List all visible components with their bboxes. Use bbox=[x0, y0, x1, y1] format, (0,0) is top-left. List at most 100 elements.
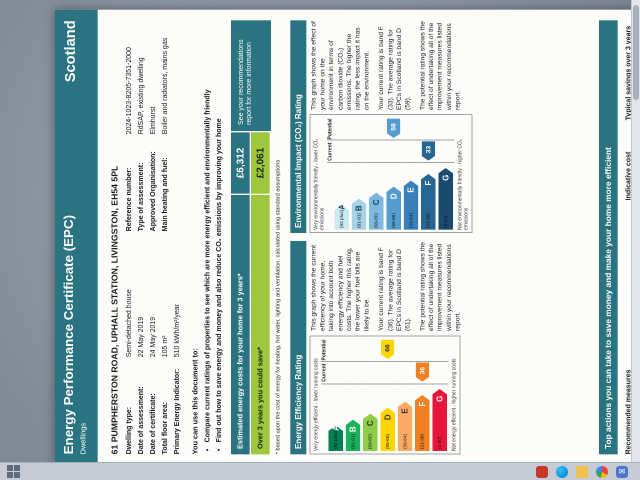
page-subtitle: Dwellings bbox=[79, 422, 88, 455]
band-letter: A bbox=[337, 204, 347, 210]
eir-band-a: (92 plus) A bbox=[333, 117, 351, 230]
band-letter: G bbox=[441, 174, 451, 181]
eer-paragraph: Your current rating is band F (36). The … bbox=[377, 247, 412, 331]
savings-row: Over 3 years you could save* £2,061 bbox=[251, 132, 272, 455]
band-letter: F bbox=[423, 180, 434, 186]
band-letter: C bbox=[365, 420, 376, 427]
energy-efficiency-section: Energy Efficiency Rating Very energy eff… bbox=[290, 241, 590, 455]
band-letter: B bbox=[348, 426, 358, 433]
environmental-impact-text: This graph shows the effect of your home… bbox=[310, 20, 590, 110]
detail-row: Total floor area: 105 m² bbox=[161, 243, 169, 454]
detail-row: Date of certificate: 24 May 2019 bbox=[149, 243, 158, 455]
detail-value: 24 May 2019 bbox=[149, 316, 158, 358]
detail-value: Boiler and radiators, mains gas bbox=[161, 37, 170, 135]
band-letter: B bbox=[354, 205, 364, 212]
estimated-costs-label: Estimated energy costs for your home for… bbox=[231, 193, 252, 455]
details-left: Dwelling type: Semi-detached house Date o… bbox=[125, 243, 185, 454]
usage-bullets: Compare current ratings of properties to… bbox=[204, 20, 223, 443]
detail-value: Elmhurst bbox=[149, 106, 158, 135]
eer-band-c: (69-80) C bbox=[361, 338, 380, 451]
eer-current-value: 36 bbox=[418, 366, 427, 375]
eer-band-d: (55-68) D 66 bbox=[379, 338, 397, 451]
eer-band-b: (81-91) B bbox=[344, 338, 362, 451]
eir-potential-marker: 58 bbox=[387, 119, 400, 138]
band-range: (21-38) bbox=[420, 433, 425, 449]
recommendations-note: See your recommendations report for more… bbox=[231, 20, 272, 133]
eer-top-caption: Very energy efficient - lower running co… bbox=[313, 358, 320, 451]
mail-icon[interactable]: ✉ bbox=[616, 465, 628, 478]
chrome-browser-icon[interactable] bbox=[596, 465, 608, 478]
eir-current-value: 33 bbox=[424, 145, 433, 154]
band-range: (92 plus) bbox=[339, 209, 345, 228]
energy-efficiency-text: This graph shows the current efficiency … bbox=[310, 241, 590, 331]
start-icon[interactable] bbox=[7, 465, 20, 478]
band-letter: C bbox=[371, 199, 382, 206]
band-range: (21-38) bbox=[426, 212, 431, 228]
eir-paragraph: The potential rating shows the effect of… bbox=[419, 21, 462, 110]
eir-band-b: (81-91) B bbox=[350, 117, 368, 230]
property-details: Dwelling type: Semi-detached house Date o… bbox=[125, 20, 185, 455]
usage-intro: You can use this document to: bbox=[191, 348, 200, 455]
edge-browser-icon[interactable] bbox=[556, 465, 568, 478]
band-range: (69-80) bbox=[374, 212, 379, 228]
region-label: Scotland bbox=[61, 20, 79, 83]
band-range: (1-20) bbox=[437, 436, 443, 449]
rating-charts: Energy Efficiency Rating Very energy eff… bbox=[290, 20, 590, 455]
eir-band-f: (21-38) F 33 bbox=[419, 117, 438, 230]
property-address: 61 PUMPHERSTON ROAD, UPHALL STATION, LIV… bbox=[109, 165, 120, 455]
eer-band-e: (39-54) E bbox=[396, 338, 414, 451]
eer-paragraph: This graph shows the current efficiency … bbox=[310, 245, 371, 331]
detail-label: Approved Organisation: bbox=[149, 151, 158, 232]
band-range: (55-68) bbox=[385, 433, 391, 449]
detail-row: Approved Organisation: Elmhurst bbox=[149, 20, 158, 232]
band-letter: D bbox=[389, 193, 399, 200]
detail-label: Dwelling type: bbox=[125, 406, 134, 455]
eir-potential-value: 58 bbox=[390, 123, 398, 131]
environmental-impact-section: Environmental Impact (CO₂) Rating Very e… bbox=[290, 20, 590, 234]
detail-label: Type of assessment: bbox=[137, 162, 146, 232]
red-app-icon[interactable] bbox=[536, 465, 548, 478]
taskbar: ✉ bbox=[0, 462, 640, 480]
band-range: (39-54) bbox=[408, 212, 414, 228]
detail-row: Reference number: 2024-1023-8205-7351-200… bbox=[125, 20, 133, 231]
eir-paragraph: This graph shows the effect of your home… bbox=[310, 21, 371, 110]
page-title: Energy Performance Certificate (EPC) bbox=[61, 214, 77, 455]
detail-row: Dwelling type: Semi-detached house bbox=[125, 243, 133, 454]
band-range: (69-80) bbox=[368, 433, 373, 449]
detail-row: Main heating and fuel: Boiler and radiato… bbox=[161, 20, 170, 232]
band-letter: D bbox=[383, 414, 393, 421]
detail-value: 510 kWh/m²/year bbox=[173, 303, 182, 358]
details-right: Reference number: 2024-1023-8205-7351-200… bbox=[125, 20, 185, 232]
detail-row: Type of assessment: RdSAP, existing dwell… bbox=[137, 20, 145, 231]
detail-row: Date of assessment: 22 May 2019 bbox=[137, 243, 145, 455]
band-letter: G bbox=[435, 395, 445, 402]
scrollbar-thumb[interactable] bbox=[633, 5, 639, 100]
eer-band-f: (21-38) F 36 bbox=[413, 338, 432, 451]
eer-bottom-caption: Not energy efficient - higher running co… bbox=[451, 358, 458, 451]
estimated-costs-row: Estimated energy costs for your home for… bbox=[231, 132, 252, 455]
detail-value: 105 m² bbox=[161, 335, 170, 358]
epc-header: Energy Performance Certificate (EPC) Dwe… bbox=[55, 9, 98, 466]
folder-icon[interactable] bbox=[576, 465, 588, 478]
band-range: (55-68) bbox=[391, 212, 397, 228]
detail-label: Reference number: bbox=[125, 167, 134, 232]
eer-band-g: (1-20) G bbox=[431, 338, 449, 451]
detail-value: 2024-1023-8205-7351-2000 bbox=[125, 47, 134, 135]
detail-label: Main heating and fuel: bbox=[161, 157, 170, 232]
eir-current-marker: 33 bbox=[422, 141, 435, 160]
usage-bullet: Compare current ratings of properties to… bbox=[204, 20, 212, 443]
environmental-impact-chart: Very environmentally friendly - lower CO… bbox=[309, 114, 473, 234]
scrollbar[interactable] bbox=[631, 0, 640, 462]
band-range: (81-91) bbox=[350, 433, 356, 449]
band-letter: E bbox=[400, 408, 410, 414]
eir-band-e: (39-54) E bbox=[402, 117, 420, 230]
band-letter: F bbox=[417, 401, 428, 407]
band-range: (1-20) bbox=[443, 215, 449, 228]
energy-efficiency-header: Energy Efficiency Rating bbox=[290, 241, 307, 455]
estimated-costs-value: £6,312 bbox=[231, 132, 252, 194]
band-range: (81-91) bbox=[356, 212, 362, 228]
eir-band-c: (69-80) C bbox=[367, 117, 386, 230]
band-letter: E bbox=[406, 187, 416, 193]
eer-potential-value: 66 bbox=[384, 344, 392, 352]
